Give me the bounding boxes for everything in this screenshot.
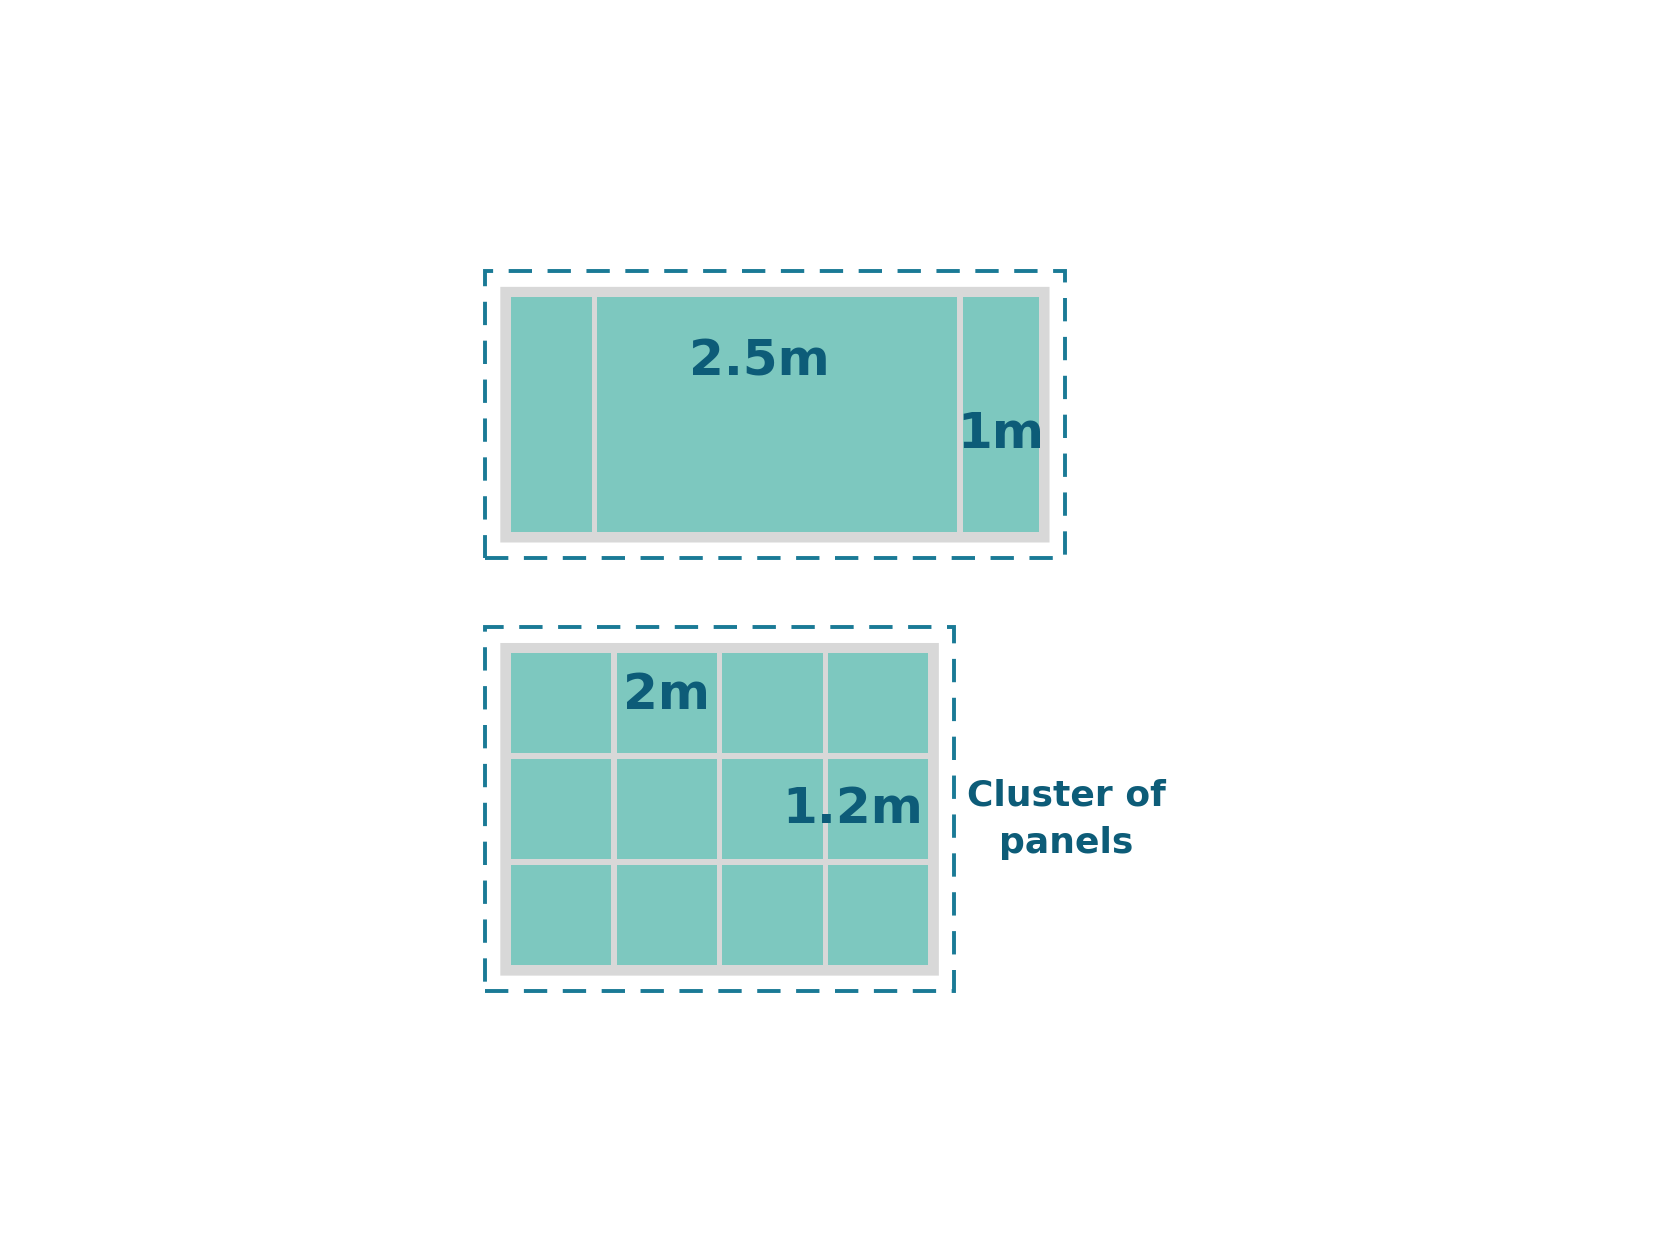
- Text: 2m: 2m: [623, 671, 710, 719]
- FancyBboxPatch shape: [828, 759, 929, 859]
- FancyBboxPatch shape: [502, 289, 1049, 541]
- FancyBboxPatch shape: [828, 654, 929, 754]
- Text: 1m: 1m: [957, 410, 1045, 458]
- Text: Cluster of
panels: Cluster of panels: [967, 778, 1165, 860]
- Bar: [485, 628, 955, 991]
- FancyBboxPatch shape: [510, 865, 610, 965]
- FancyBboxPatch shape: [828, 865, 929, 965]
- FancyBboxPatch shape: [722, 759, 822, 859]
- FancyBboxPatch shape: [617, 865, 717, 965]
- FancyBboxPatch shape: [722, 654, 822, 754]
- FancyBboxPatch shape: [617, 654, 717, 754]
- FancyBboxPatch shape: [617, 759, 717, 859]
- Bar: [485, 271, 1065, 558]
- FancyBboxPatch shape: [722, 865, 822, 965]
- FancyBboxPatch shape: [510, 298, 592, 532]
- Text: 1.2m: 1.2m: [782, 785, 924, 834]
- Text: 2.5m: 2.5m: [688, 338, 830, 386]
- FancyBboxPatch shape: [964, 298, 1039, 532]
- FancyBboxPatch shape: [597, 298, 957, 532]
- FancyBboxPatch shape: [502, 645, 937, 974]
- FancyBboxPatch shape: [510, 759, 610, 859]
- FancyBboxPatch shape: [510, 654, 610, 754]
